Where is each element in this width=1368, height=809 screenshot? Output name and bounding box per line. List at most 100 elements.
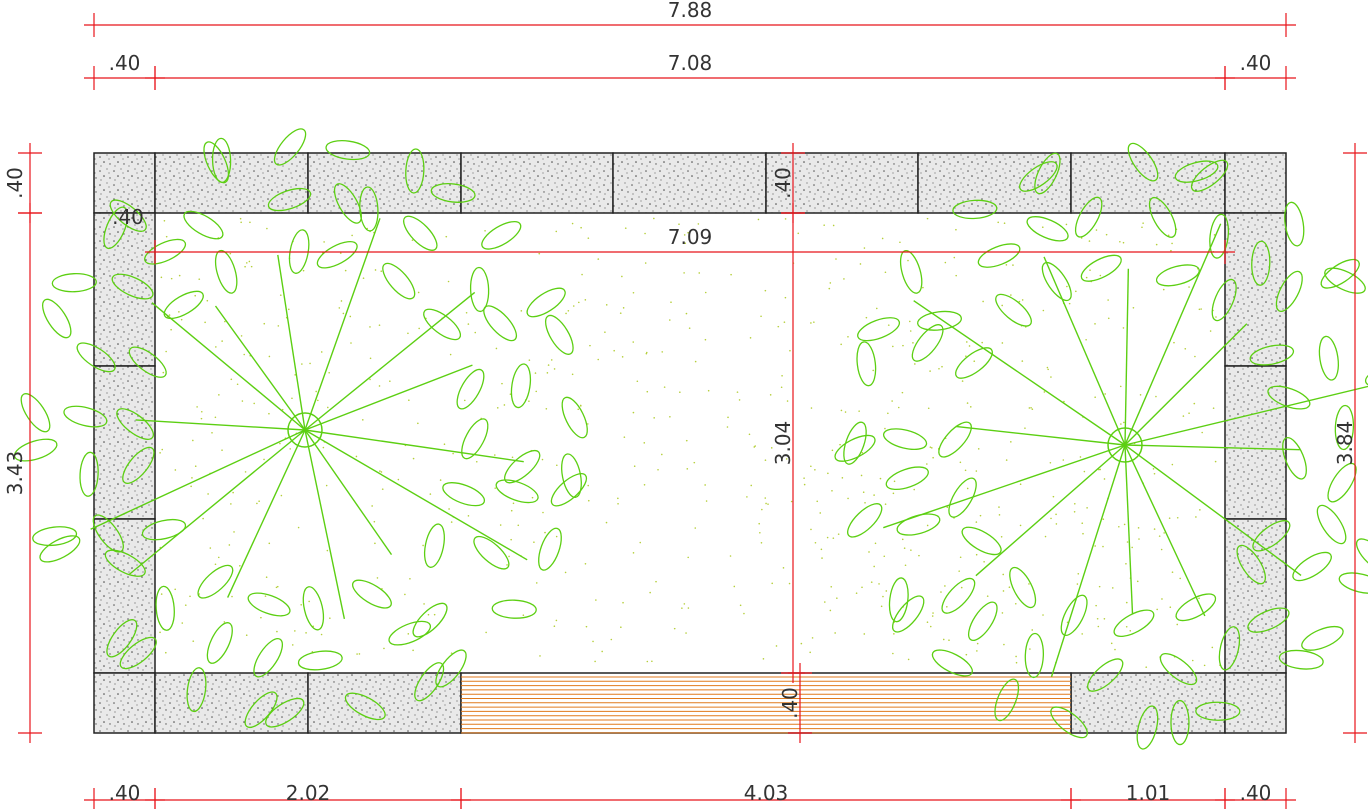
sand-dot [429, 493, 432, 495]
sand-dot [1019, 483, 1022, 486]
leaf [495, 479, 539, 504]
sand-dot [1094, 396, 1096, 399]
sand-dot [683, 272, 685, 274]
sand-dot [1050, 376, 1052, 378]
sand-dot [836, 597, 838, 599]
leaf [1284, 201, 1305, 247]
paver [1224, 672, 1287, 734]
sand-dot [769, 394, 772, 396]
leaf [244, 691, 278, 729]
sand-dot [983, 560, 985, 563]
leaf [76, 342, 116, 373]
sand-dot [783, 321, 786, 323]
sand-dot [564, 571, 567, 574]
sand-dot [657, 468, 659, 471]
sand-dot [383, 647, 385, 650]
paver [765, 152, 919, 214]
branch [955, 425, 1126, 446]
leaf [1252, 520, 1291, 552]
sand-dot [843, 278, 845, 280]
paver [1070, 672, 1226, 734]
sand-dot [268, 355, 271, 358]
sand-dot [764, 497, 767, 499]
sand-dot [953, 256, 956, 259]
sand-dot [1098, 468, 1100, 471]
sand-dot [814, 468, 816, 471]
paver [307, 672, 462, 734]
sand-dot [253, 402, 255, 405]
sand-dot [1139, 394, 1142, 396]
sand-dot [1122, 327, 1125, 329]
leaf [896, 513, 941, 536]
sand-dot [369, 378, 371, 381]
sand-dot [291, 397, 293, 400]
sand-dot [1200, 308, 1202, 310]
sand-dot [180, 318, 183, 321]
sand-dot [1176, 516, 1179, 519]
sand-dot [1179, 577, 1181, 580]
leaf [13, 438, 58, 462]
sand-dot [622, 601, 624, 604]
sand-dot [165, 651, 167, 654]
sand-dot [450, 652, 453, 654]
sand-dot [979, 514, 982, 517]
leaf [265, 697, 305, 728]
leaf [941, 577, 976, 614]
sand-dot [204, 321, 206, 324]
dimension-label: .40 [3, 167, 27, 199]
sand-dot [1176, 623, 1179, 626]
leaf [1316, 504, 1347, 545]
sand-dot [1126, 541, 1129, 543]
sand-dot [829, 282, 832, 284]
sand-dot [349, 315, 352, 318]
leaf [550, 473, 588, 507]
sand-dot [192, 640, 195, 642]
sand-dot [684, 242, 687, 245]
sand-dot [163, 219, 166, 222]
leaf [1355, 538, 1368, 573]
sand-dot [258, 500, 260, 503]
sand-dot [847, 336, 849, 338]
sand-dot [704, 291, 707, 294]
leaf [1024, 632, 1045, 679]
sand-dot [730, 273, 732, 276]
sand-dot [1028, 407, 1031, 409]
sand-dot [872, 369, 875, 372]
sand-dot [423, 603, 425, 605]
sand-dot [929, 446, 932, 448]
leaf [1334, 404, 1355, 451]
leaf [203, 141, 230, 184]
sand-dot [1001, 342, 1004, 344]
sand-dot [198, 278, 201, 280]
leaf [92, 514, 124, 553]
leaf [116, 408, 154, 440]
sand-dot [571, 222, 574, 225]
leaf [63, 405, 108, 428]
sand-dot [1015, 661, 1018, 664]
sand-dot [797, 232, 800, 235]
sand-dot [439, 479, 442, 481]
sand-dot [927, 407, 930, 410]
wood-deck [460, 672, 1072, 734]
leaf [1236, 544, 1267, 585]
branch [304, 429, 524, 463]
sand-dot [1153, 528, 1156, 530]
branch [1050, 444, 1126, 677]
sand-dot [908, 320, 911, 323]
leaf [1209, 213, 1230, 259]
branch [1124, 444, 1300, 451]
leaf [961, 526, 1002, 556]
sand-dot [636, 380, 639, 383]
sand-dot [809, 651, 811, 654]
sand-dot [1110, 642, 1113, 645]
sand-dot [754, 445, 757, 447]
leaf [1327, 462, 1357, 503]
sand-dot [376, 577, 379, 579]
sand-dot [1103, 617, 1106, 620]
branch [304, 218, 381, 431]
sand-dot [873, 494, 875, 496]
branch [304, 429, 346, 620]
sand-dot [727, 416, 729, 419]
sand-dot [1041, 226, 1044, 229]
sand-dot [539, 655, 541, 657]
